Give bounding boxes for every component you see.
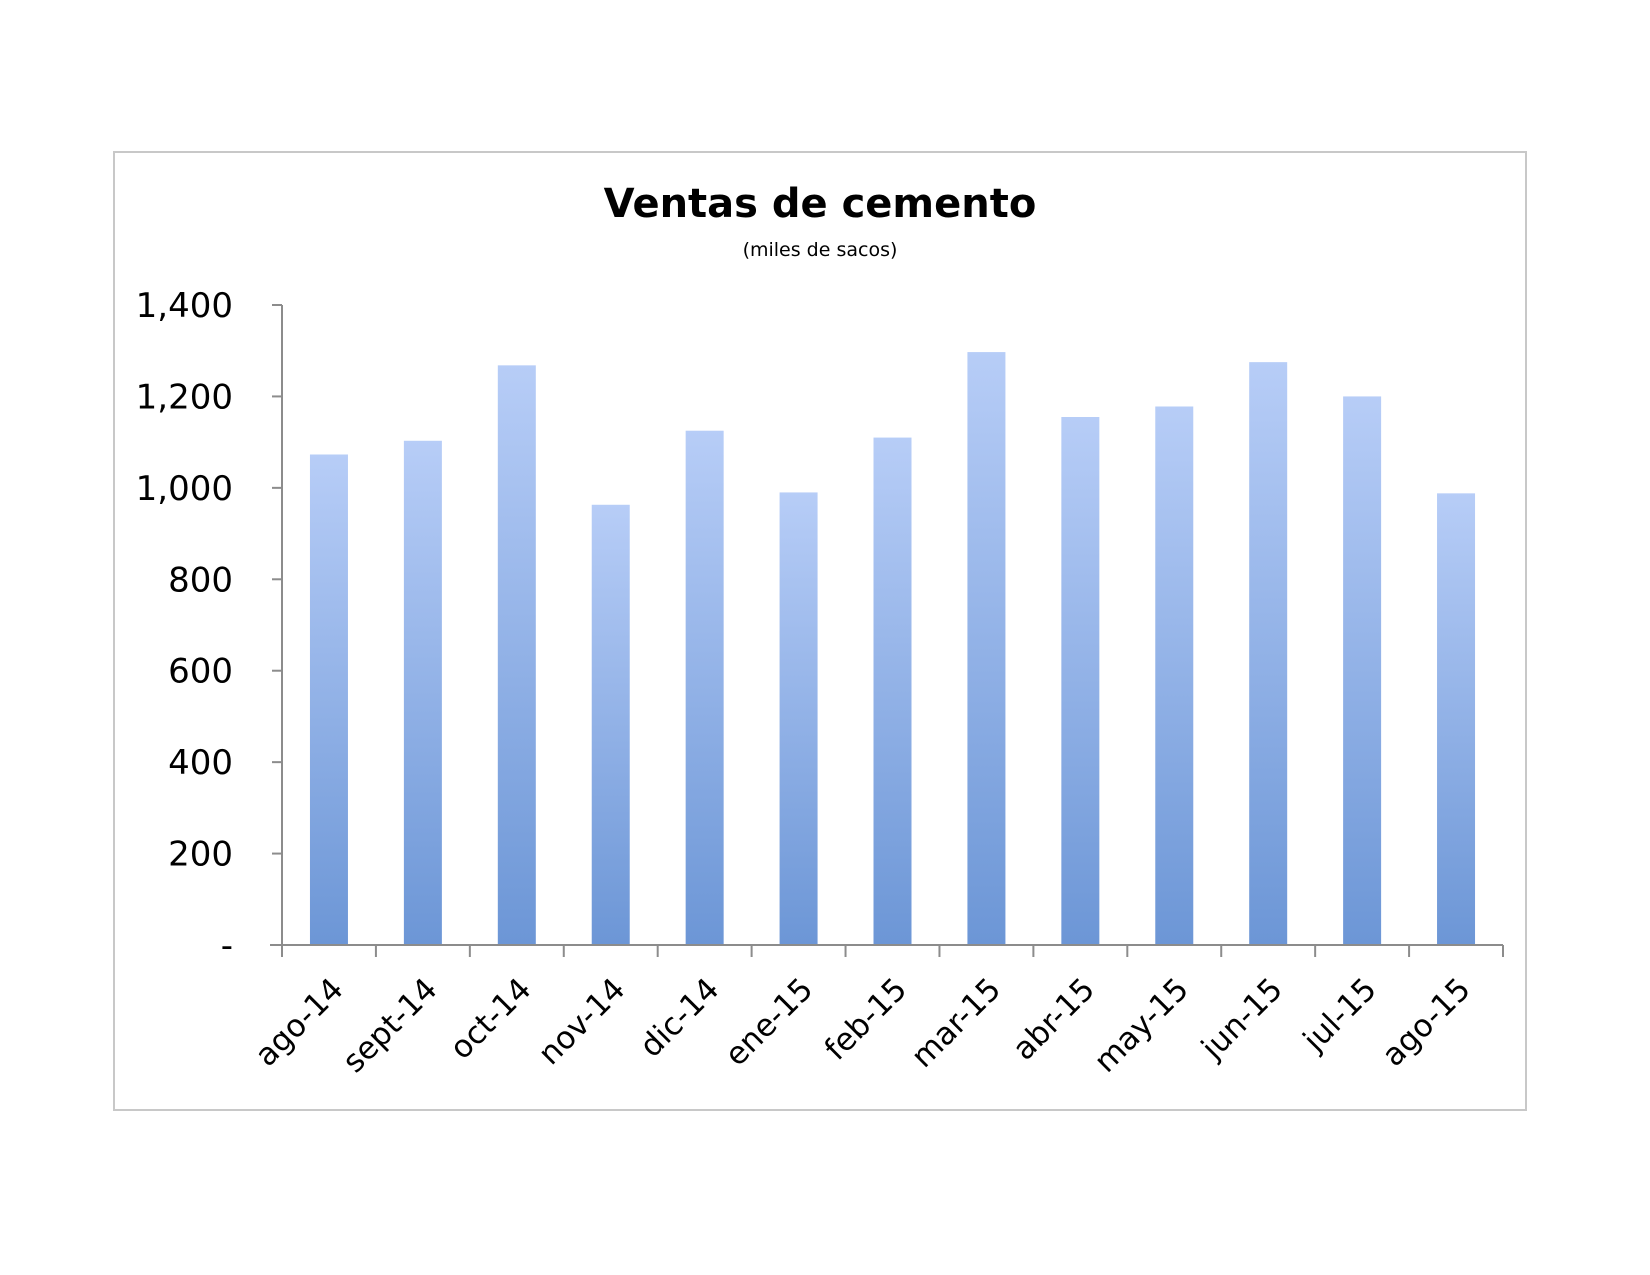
bar-nov-14 bbox=[591, 504, 630, 945]
x-tick-label: dic-14 bbox=[633, 971, 726, 1064]
bar-sept-14 bbox=[403, 440, 442, 945]
bar-abr-15 bbox=[1061, 417, 1100, 945]
x-tick-label: ene-15 bbox=[718, 971, 820, 1073]
bar-ago-15 bbox=[1437, 493, 1476, 945]
bar-may-15 bbox=[1155, 406, 1194, 945]
chart-title: Ventas de cemento bbox=[603, 181, 1037, 227]
y-tick-label: 200 bbox=[168, 835, 233, 875]
x-tick-label: ago-15 bbox=[1375, 971, 1477, 1073]
y-tick-label: 1,400 bbox=[136, 286, 233, 326]
chart-subtitle: (miles de sacos) bbox=[742, 239, 898, 261]
x-tick-label: ago-14 bbox=[248, 971, 350, 1073]
bar-dic-14 bbox=[685, 430, 724, 945]
bar-jun-15 bbox=[1249, 362, 1288, 946]
bar-feb-15 bbox=[873, 437, 912, 945]
x-tick-label: sept-14 bbox=[336, 971, 445, 1080]
x-tick-label: nov-14 bbox=[531, 971, 632, 1072]
bar-mar-15 bbox=[967, 352, 1006, 945]
y-tick-label: 600 bbox=[168, 652, 233, 692]
bar-oct-14 bbox=[497, 365, 536, 945]
y-tick-label: - bbox=[221, 926, 233, 966]
x-tick-label: feb-15 bbox=[818, 971, 914, 1067]
axes-group bbox=[270, 305, 1503, 946]
bar-jul-15 bbox=[1343, 396, 1382, 945]
y-axis-ticks: - 200 400 600 800 1,000 1,200 1,400 bbox=[136, 286, 282, 966]
x-tick-label: jun-15 bbox=[1194, 971, 1290, 1067]
bar-ene-15 bbox=[779, 492, 818, 945]
bars-group bbox=[309, 352, 1476, 946]
x-tick-label: jul-15 bbox=[1296, 971, 1384, 1059]
x-tick-label: mar-15 bbox=[904, 971, 1008, 1075]
y-tick-label: 1,000 bbox=[136, 469, 233, 509]
bar-chart: - 200 400 600 800 1,000 1,200 1,400 ago-14sept-… bbox=[136, 286, 1504, 1080]
y-tick-label: 800 bbox=[168, 560, 233, 600]
chart-frame: Ventas de cemento (miles de sacos) - 200 4… bbox=[113, 151, 1527, 1111]
y-tick-label: 400 bbox=[168, 743, 233, 783]
x-tick-label: may-15 bbox=[1087, 971, 1196, 1080]
bar-ago-14 bbox=[309, 454, 348, 945]
x-tick-label: oct-14 bbox=[443, 971, 538, 1066]
y-tick-label: 1,200 bbox=[136, 377, 233, 417]
